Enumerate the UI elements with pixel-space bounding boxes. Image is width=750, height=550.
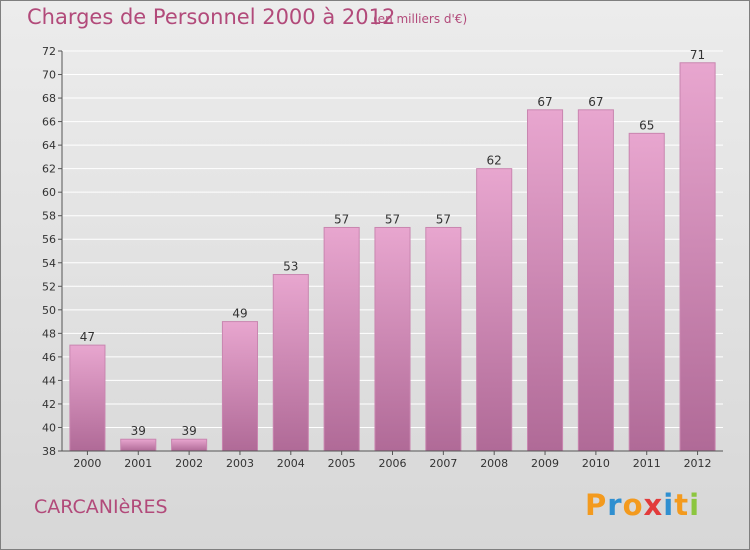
data-label: 65 bbox=[639, 118, 654, 132]
x-tick-label: 2008 bbox=[480, 457, 508, 470]
data-label: 62 bbox=[487, 154, 502, 168]
x-tick-label: 2010 bbox=[582, 457, 610, 470]
chart-title: Charges de Personnel 2000 à 2012 bbox=[27, 5, 396, 29]
x-tick-label: 2009 bbox=[531, 457, 559, 470]
y-tick-label: 54 bbox=[42, 257, 56, 270]
bar bbox=[221, 321, 259, 452]
data-label: 57 bbox=[334, 212, 349, 226]
data-label: 39 bbox=[131, 424, 146, 438]
data-label: 57 bbox=[436, 212, 451, 226]
logo-letter: i bbox=[689, 488, 701, 522]
data-label: 49 bbox=[232, 307, 247, 321]
x-tick-label: 2012 bbox=[684, 457, 712, 470]
bar bbox=[425, 226, 462, 452]
bar bbox=[526, 109, 564, 452]
bar bbox=[171, 438, 208, 452]
y-tick-label: 68 bbox=[42, 92, 56, 105]
y-tick-label: 66 bbox=[42, 116, 56, 129]
y-tick-label: 60 bbox=[42, 186, 56, 199]
x-tick-label: 2002 bbox=[175, 457, 203, 470]
bar bbox=[476, 168, 513, 452]
bar bbox=[577, 109, 614, 452]
x-tick-label: 2011 bbox=[633, 457, 661, 470]
data-label: 67 bbox=[588, 95, 603, 109]
x-tick-label: 2006 bbox=[379, 457, 407, 470]
y-tick-label: 44 bbox=[42, 374, 56, 387]
bar bbox=[679, 62, 716, 452]
logo-letter: i bbox=[663, 488, 675, 522]
logo-letter: o bbox=[622, 488, 644, 522]
x-tick-label: 2005 bbox=[328, 457, 356, 470]
logo-letter: t bbox=[674, 488, 690, 522]
x-tick-label: 2003 bbox=[226, 457, 254, 470]
data-label: 39 bbox=[181, 424, 196, 438]
logo-letter: r bbox=[607, 488, 623, 522]
bar bbox=[272, 274, 309, 452]
data-label: 57 bbox=[385, 212, 400, 226]
y-tick-label: 50 bbox=[42, 304, 56, 317]
y-tick-label: 46 bbox=[42, 351, 56, 364]
bar bbox=[69, 344, 106, 452]
y-tick-label: 42 bbox=[42, 398, 56, 411]
chart-subtitle: (en milliers d'€) bbox=[373, 12, 468, 26]
bar bbox=[628, 132, 665, 452]
y-tick-label: 64 bbox=[42, 139, 56, 152]
y-tick-label: 56 bbox=[42, 233, 56, 246]
y-tick-label: 52 bbox=[42, 280, 56, 293]
x-tick-label: 2004 bbox=[277, 457, 305, 470]
data-label: 71 bbox=[690, 48, 705, 62]
logo-letter: x bbox=[643, 488, 664, 522]
data-label: 47 bbox=[80, 330, 95, 344]
y-tick-label: 72 bbox=[42, 45, 56, 58]
y-tick-label: 40 bbox=[42, 421, 56, 434]
data-label: 67 bbox=[537, 95, 552, 109]
bar bbox=[374, 226, 411, 452]
proxiti-logo[interactable]: Proxiti bbox=[585, 488, 700, 522]
data-label: 53 bbox=[283, 260, 298, 274]
y-tick-label: 70 bbox=[42, 69, 56, 82]
x-tick-label: 2000 bbox=[73, 457, 101, 470]
y-tick-label: 48 bbox=[42, 327, 56, 340]
y-tick-label: 38 bbox=[42, 445, 56, 458]
x-tick-label: 2007 bbox=[429, 457, 457, 470]
commune-name: CARCANIèRES bbox=[34, 496, 168, 518]
bar bbox=[120, 438, 157, 452]
bar bbox=[323, 226, 360, 452]
logo-letter: P bbox=[585, 488, 608, 522]
y-tick-label: 58 bbox=[42, 210, 56, 223]
x-tick-label: 2001 bbox=[124, 457, 152, 470]
y-tick-label: 62 bbox=[42, 163, 56, 176]
